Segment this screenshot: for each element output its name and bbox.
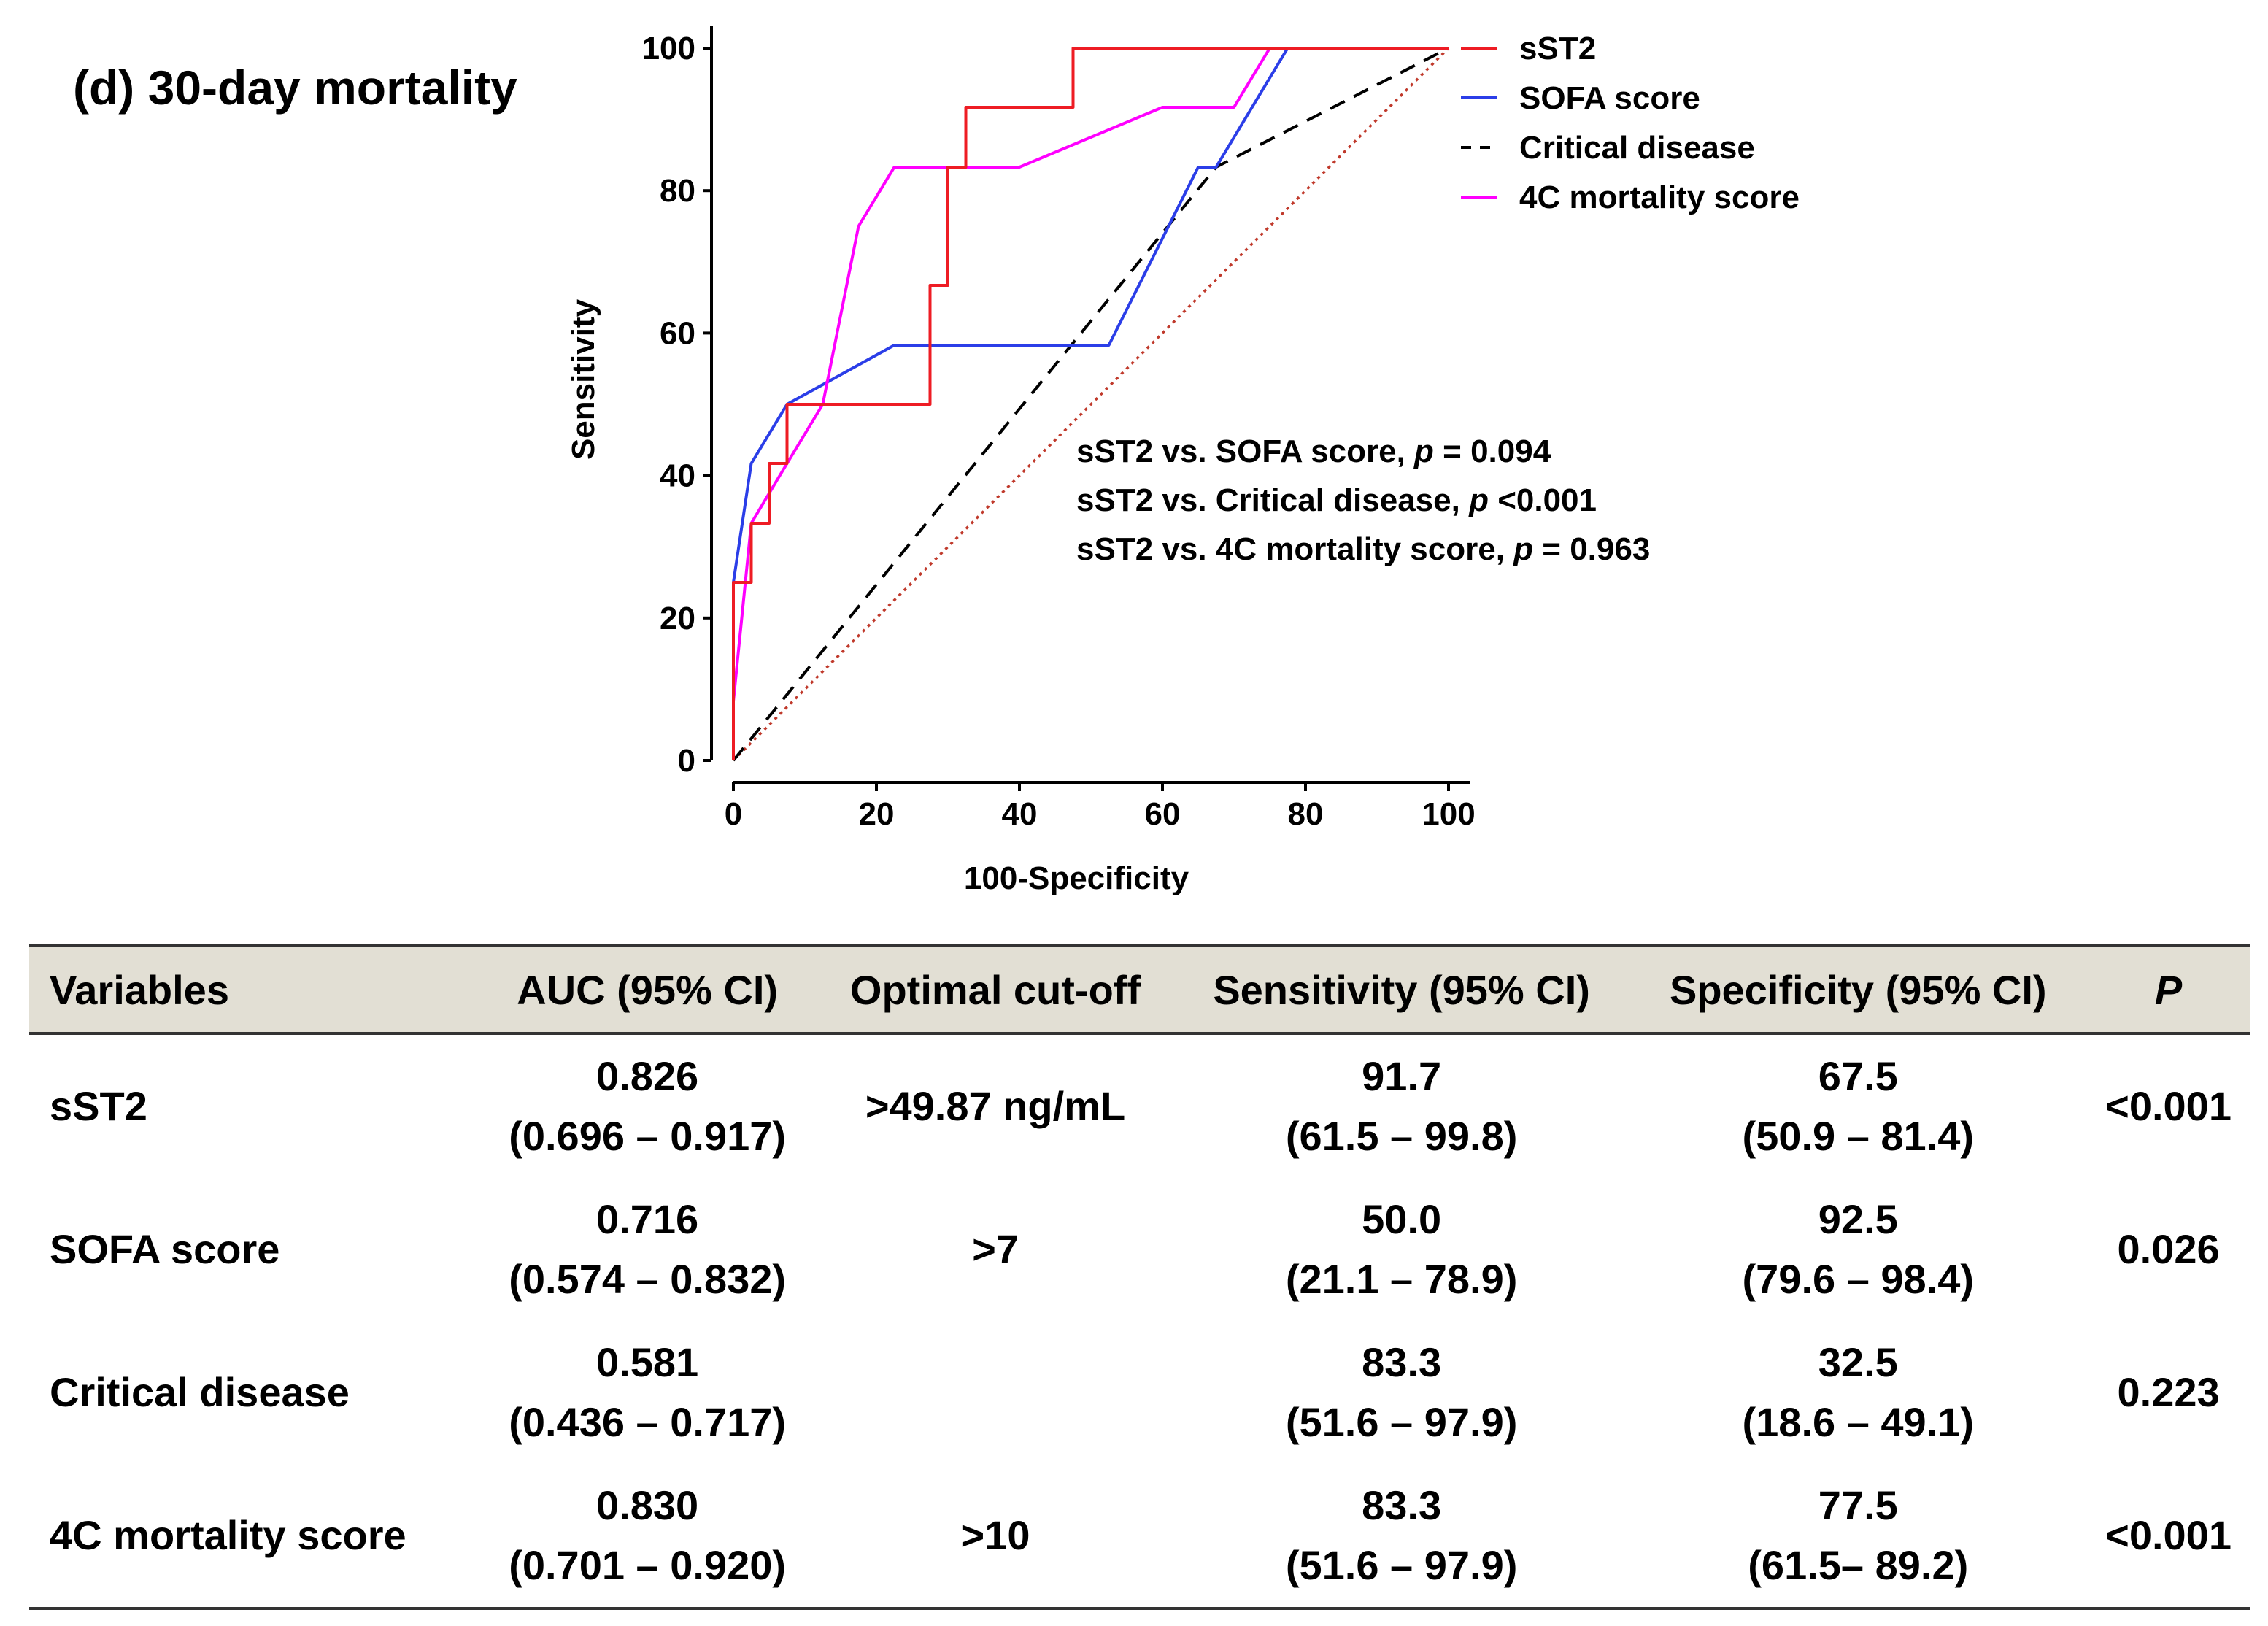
cell-auc: 0.826 (0.696 – 0.917) — [477, 1033, 817, 1178]
legend-label-critical-disease: Critical disease — [1519, 130, 1755, 166]
y-tick-label: 20 — [660, 601, 695, 636]
y-tick-label: 40 — [660, 458, 695, 494]
y-axis-title: Sensitivity — [566, 298, 601, 460]
legend-label-sst2: sST2 — [1519, 31, 1596, 66]
x-tick-label: 100 — [1422, 796, 1475, 832]
cell-specificity: 92.5 (79.6 – 98.4) — [1629, 1178, 2086, 1321]
header-cutoff: Optimal cut-off — [817, 944, 1173, 1035]
cell-auc: 0.581 (0.436 – 0.717) — [477, 1321, 817, 1464]
cell-cutoff: >10 — [817, 1464, 1173, 1610]
header-auc: AUC (95% CI) — [477, 944, 818, 1035]
y-tick-label: 0 — [678, 743, 695, 779]
cell-cutoff: >7 — [972, 1226, 1019, 1272]
cell-specificity: 67.5 (50.9 – 81.4) — [1629, 1033, 2086, 1178]
specificity-value: 32.5 — [1818, 1339, 1898, 1385]
y-tick-label: 100 — [642, 31, 695, 66]
auc-ci: (0.574 – 0.832) — [509, 1256, 787, 1302]
specificity-ci: (79.6 – 98.4) — [1742, 1256, 1975, 1302]
chart-legend: sST2 SOFA score Critical disease 4C mortali… — [1461, 31, 1800, 215]
specificity-ci: (61.5– 89.2) — [1748, 1542, 1969, 1588]
header-variables: Variables — [29, 944, 478, 1035]
legend-label-sofa-score: SOFA score — [1519, 80, 1700, 116]
header-sensitivity: Sensitivity (95% CI) — [1173, 944, 1630, 1035]
auc-value: 0.826 — [596, 1053, 699, 1099]
cell-sensitivity: 83.3 (51.6 – 97.9) — [1173, 1464, 1630, 1610]
cell-variable: sST2 — [50, 1083, 147, 1129]
sensitivity-ci: (51.6 – 97.9) — [1285, 1399, 1518, 1445]
roc-curves — [732, 47, 1450, 762]
auc-value: 0.830 — [596, 1482, 699, 1528]
cell-auc: 0.716 (0.574 – 0.832) — [477, 1178, 817, 1321]
auc-ci: (0.436 – 0.717) — [509, 1399, 787, 1445]
series-line-sofa-score — [732, 47, 1449, 760]
figure-title: (d) 30-day mortality — [73, 61, 517, 115]
p-value-annotation: sST2 vs. SOFA score, p = 0.094 — [1076, 434, 1551, 469]
auc-value: 0.581 — [596, 1339, 699, 1385]
chart-axes — [710, 26, 1470, 784]
cell-variable: 4C mortality score — [29, 1464, 478, 1610]
specificity-value: 77.5 — [1818, 1482, 1898, 1528]
table-row: 4C mortality score 0.830 (0.701 – 0.920) … — [29, 1464, 2250, 1610]
y-tick-label: 60 — [660, 315, 695, 351]
specificity-ci: (18.6 – 49.1) — [1742, 1399, 1975, 1445]
series-line-sst2 — [732, 47, 1449, 760]
y-tick-label: 80 — [660, 173, 695, 209]
table-row: SOFA score 0.716 (0.574 – 0.832) >7 50.0 (… — [29, 1178, 2250, 1321]
cell-p: <0.001 — [2105, 1083, 2232, 1129]
cell-p: <0.001 — [2086, 1464, 2250, 1610]
cell-sensitivity: 50.0 (21.1 – 78.9) — [1173, 1178, 1630, 1321]
x-tick-label: 60 — [1145, 796, 1181, 832]
cell-p: 0.223 — [2117, 1369, 2220, 1415]
cell-auc: 0.830 (0.701 – 0.920) — [477, 1464, 818, 1610]
cell-p: 0.026 — [2117, 1226, 2220, 1272]
specificity-value: 67.5 — [1818, 1053, 1898, 1099]
p-value-annotation: sST2 vs. 4C mortality score, p = 0.963 — [1076, 531, 1650, 567]
roc-chart: 0 20 40 60 80 100 0 20 40 60 80 100 Sensitivity 100… — [566, 26, 1800, 896]
table-header-row: Variables AUC (95% CI) Optimal cut-off S… — [29, 944, 2250, 1035]
sensitivity-value: 91.7 — [1362, 1053, 1442, 1099]
x-tick-label: 0 — [725, 796, 742, 832]
cell-specificity: 77.5 (61.5– 89.2) — [1629, 1464, 2087, 1610]
series-line-reference — [732, 47, 1450, 762]
x-axis-title: 100-Specificity — [964, 860, 1189, 896]
series-line-4c-mortality-score — [732, 47, 1449, 760]
auc-value: 0.716 — [596, 1196, 699, 1242]
cell-sensitivity: 83.3 (51.6 – 97.9) — [1173, 1321, 1630, 1464]
legend-label-4c-mortality-score: 4C mortality score — [1519, 180, 1800, 215]
x-tick-label: 40 — [1002, 796, 1038, 832]
table-row: Critical disease 0.581 (0.436 – 0.717) 83… — [29, 1321, 2250, 1464]
x-tick-label: 20 — [859, 796, 895, 832]
cell-variable: Critical disease — [50, 1369, 350, 1415]
sensitivity-value: 50.0 — [1362, 1196, 1442, 1242]
results-table: Variables AUC (95% CI) Optimal cut-off S… — [29, 944, 2250, 1610]
auc-ci: (0.701 – 0.920) — [509, 1542, 787, 1588]
chart-ticks: 0 20 40 60 80 100 0 20 40 60 80 100 — [642, 31, 1476, 832]
sensitivity-ci: (51.6 – 97.9) — [1285, 1542, 1518, 1588]
p-value-annotations: sST2 vs. SOFA score, p = 0.094 sST2 vs. C… — [1076, 434, 1650, 567]
specificity-ci: (50.9 – 81.4) — [1742, 1113, 1975, 1159]
cell-variable: SOFA score — [50, 1226, 280, 1272]
cell-cutoff — [817, 1321, 1173, 1464]
sensitivity-value: 83.3 — [1362, 1482, 1442, 1528]
cell-sensitivity: 91.7 (61.5 – 99.8) — [1173, 1033, 1630, 1178]
cell-cutoff: >49.87 ng/mL — [865, 1083, 1126, 1129]
x-tick-label: 80 — [1288, 796, 1324, 832]
sensitivity-ci: (21.1 – 78.9) — [1285, 1256, 1518, 1302]
header-p: P — [2086, 944, 2250, 1035]
p-value-annotation: sST2 vs. Critical disease, p <0.001 — [1076, 482, 1597, 518]
sensitivity-ci: (61.5 – 99.8) — [1285, 1113, 1518, 1159]
table-row: sST2 0.826 (0.696 – 0.917) >49.87 ng/mL 9… — [29, 1033, 2250, 1178]
specificity-value: 92.5 — [1818, 1196, 1898, 1242]
auc-ci: (0.696 – 0.917) — [509, 1113, 787, 1159]
header-specificity: Specificity (95% CI) — [1629, 944, 2087, 1035]
sensitivity-value: 83.3 — [1362, 1339, 1442, 1385]
cell-specificity: 32.5 (18.6 – 49.1) — [1629, 1321, 2086, 1464]
